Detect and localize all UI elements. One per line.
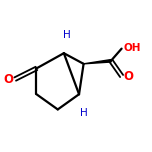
Polygon shape <box>84 60 111 64</box>
Text: O: O <box>4 73 14 86</box>
Text: OH: OH <box>123 43 141 53</box>
Text: H: H <box>63 29 71 40</box>
Text: H: H <box>80 108 87 118</box>
Text: O: O <box>123 70 133 83</box>
